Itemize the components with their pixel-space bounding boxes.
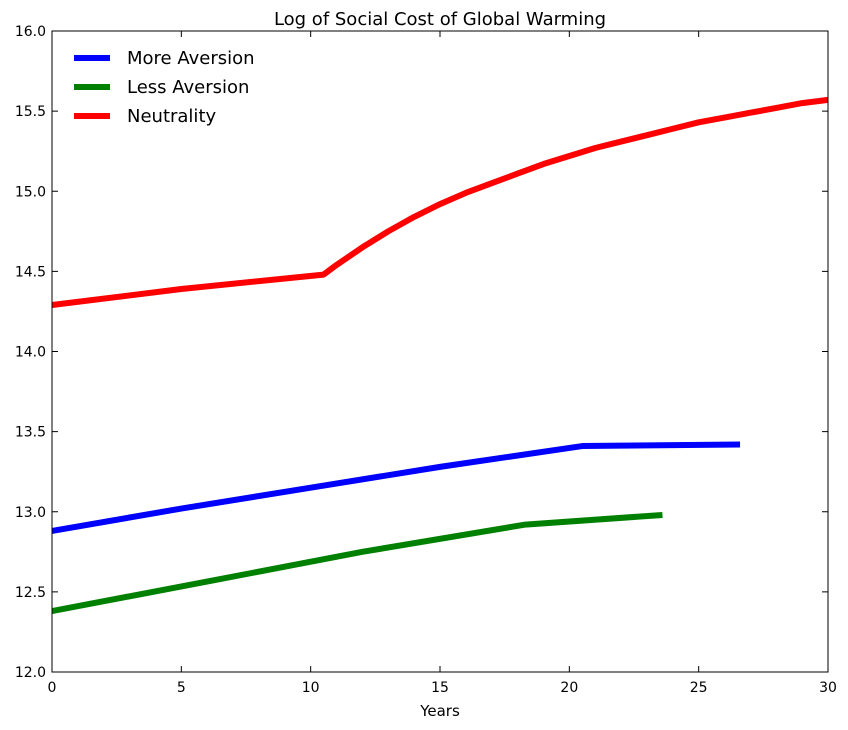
y-tick-label: 13.0 [15,505,46,521]
y-tick-label: 16.0 [15,24,46,40]
x-tick-label: 15 [431,680,449,696]
y-tick-label: 14.0 [15,345,46,361]
x-tick-label: 10 [302,680,320,696]
x-tick-label: 30 [819,680,837,696]
y-tick-label: 14.5 [15,264,46,280]
y-tick-label: 12.5 [15,585,46,601]
x-axis-label: Years [419,702,460,720]
y-tick-label: 12.0 [15,665,46,681]
x-tick-label: 5 [177,680,186,696]
y-tick-label: 15.0 [15,184,46,200]
x-tick-label: 20 [560,680,578,696]
series-line-less-aversion [51,511,663,615]
x-tick-label: 25 [690,680,708,696]
series-layer [51,96,829,615]
tick-layer: 0 5 10 15 20 25 30 12.0 12.5 13.0 13.5 14.0 14.5 15.0… [15,24,837,696]
y-tick-label: 15.5 [15,104,46,120]
chart-title: Log of Social Cost of Global Warming [274,9,606,30]
legend-label-more-aversion: More Aversion [127,48,255,69]
y-tick-label: 13.5 [15,425,46,441]
series-line-neutrality [51,96,829,309]
x-tick-label: 0 [48,680,57,696]
legend-label-less-aversion: Less Aversion [127,77,249,98]
series-line-more-aversion [51,441,741,534]
legend-label-neutrality: Neutrality [127,106,216,127]
legend: More Aversion Less Aversion Neutrality [74,48,255,127]
